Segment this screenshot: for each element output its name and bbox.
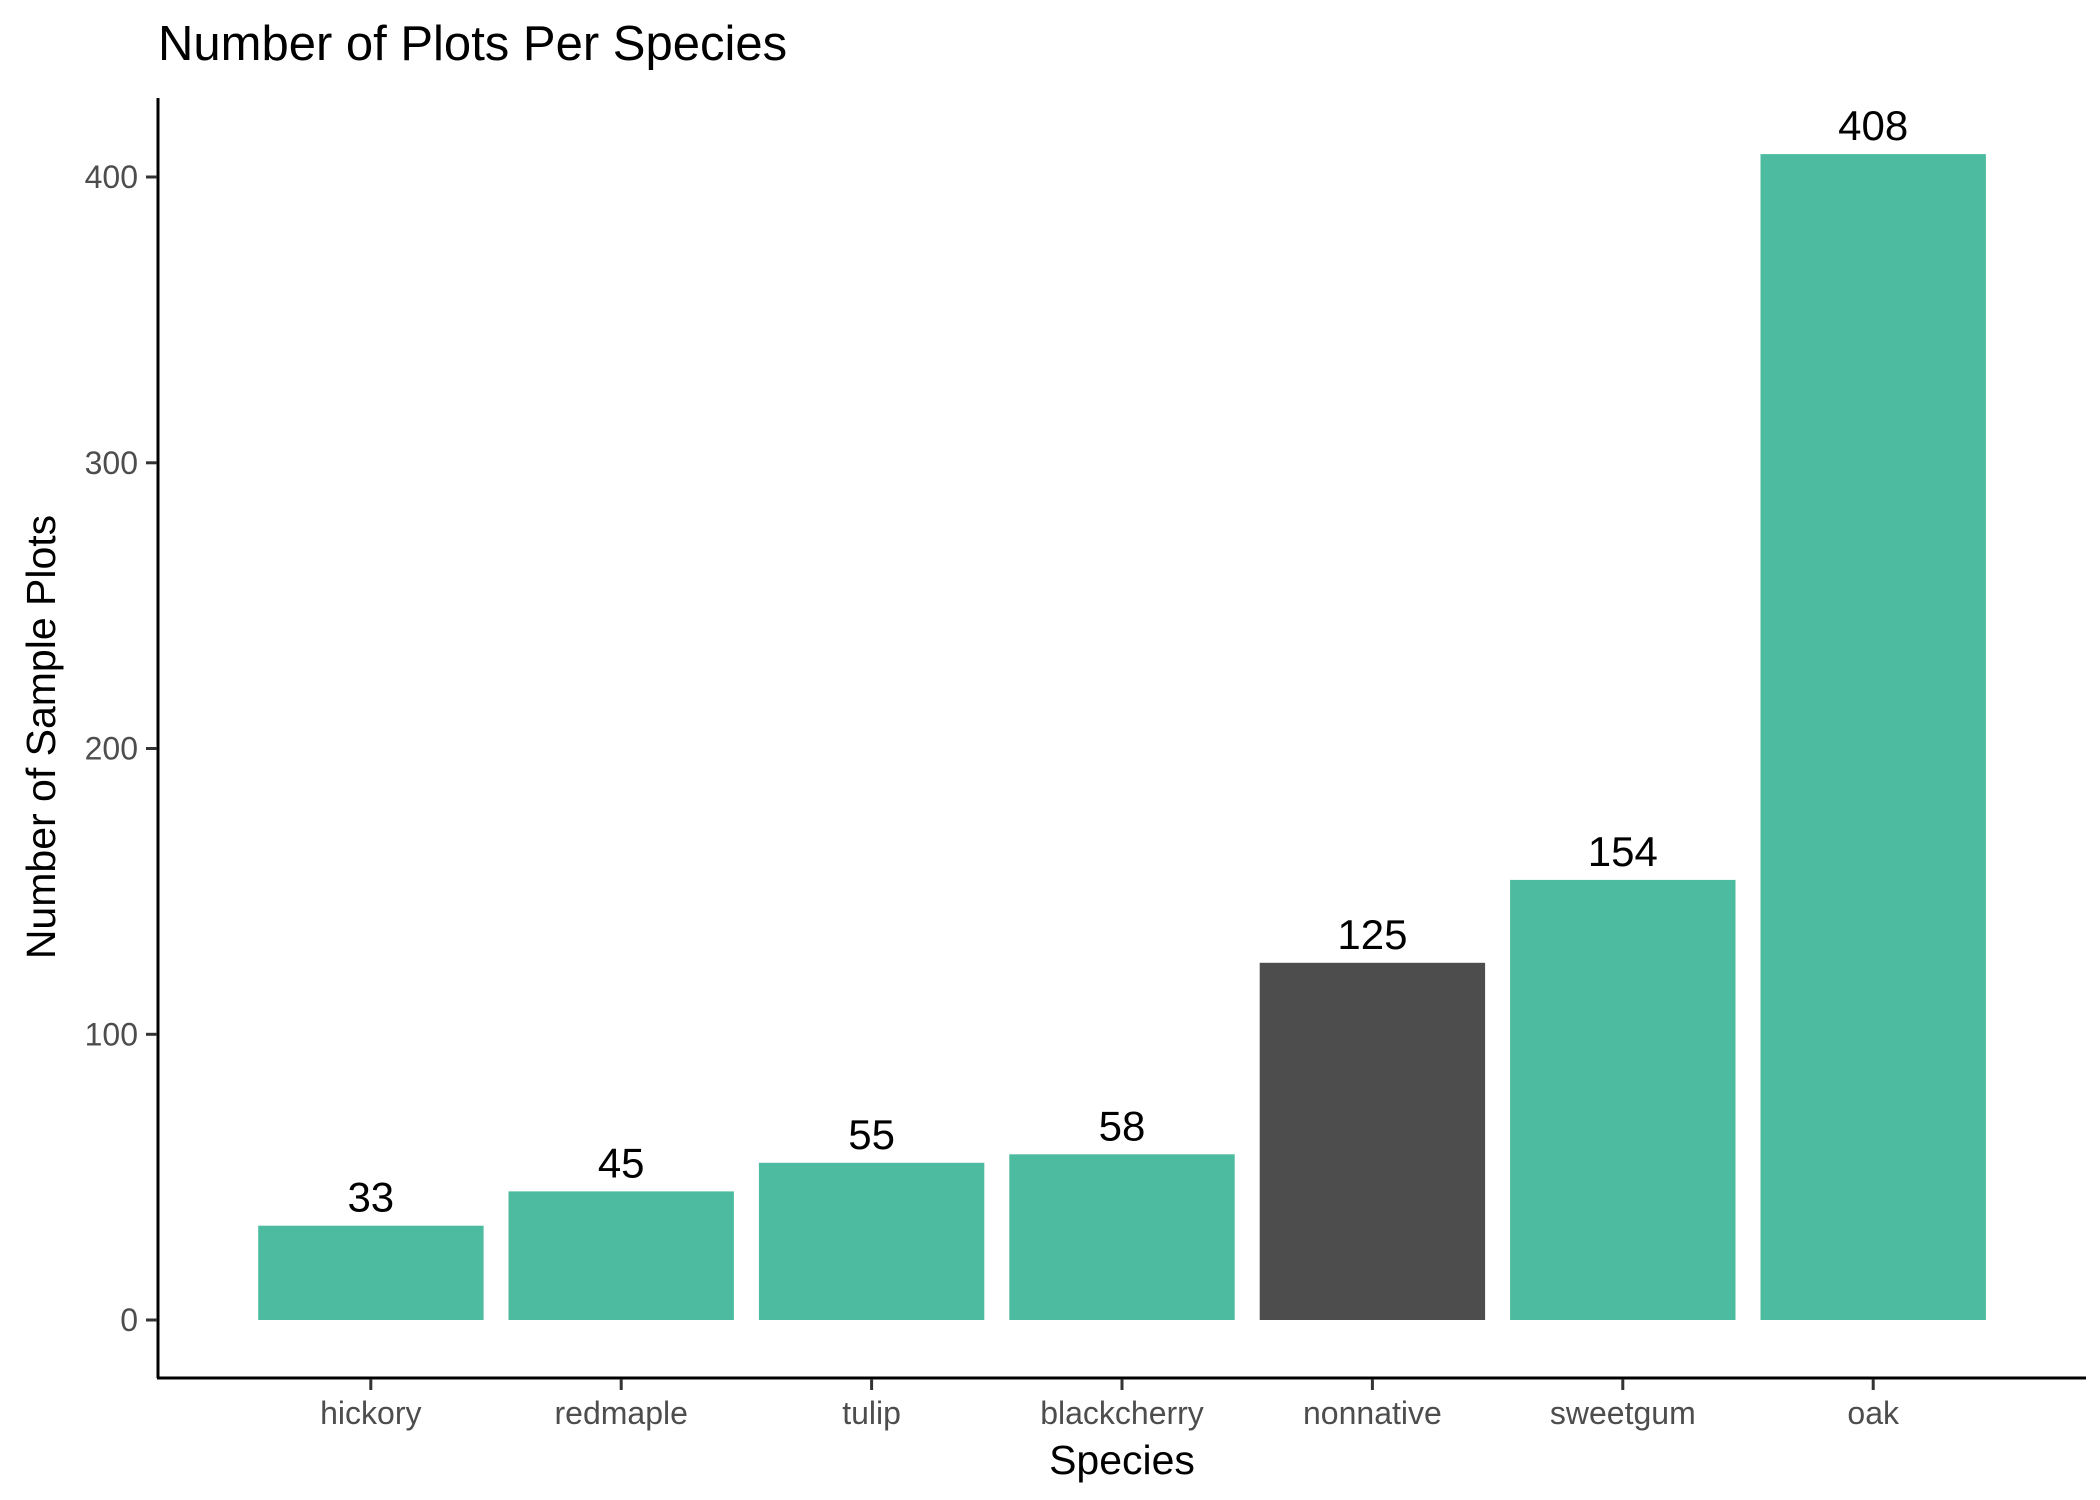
bars-group [258, 154, 1986, 1321]
y-tick-label-0: 0 [120, 1302, 138, 1338]
x-tick-label-oak: oak [1847, 1395, 1900, 1431]
bar-nonnative [1259, 962, 1486, 1320]
x-tick-label-tulip: tulip [842, 1395, 901, 1431]
x-tick-label-sweetgum: sweetgum [1550, 1395, 1696, 1431]
x-axis-title: Species [1049, 1437, 1195, 1483]
bar-sweetgum [1510, 879, 1736, 1320]
x-tick-label-nonnative: nonnative [1303, 1395, 1442, 1431]
x-ticks-group: hickory redmaple tulip blackcherry nonnative… [320, 1379, 1900, 1431]
x-tick-label-redmaple: redmaple [554, 1395, 687, 1431]
data-label-nonnative: 125 [1337, 911, 1407, 958]
y-axis-title: Number of Sample Plots [18, 515, 64, 959]
chart-title: Number of Plots Per Species [158, 17, 787, 71]
data-label-redmaple: 45 [598, 1139, 645, 1186]
bar-oak [1760, 154, 1986, 1321]
y-tick-label-400: 400 [85, 159, 138, 195]
bar-hickory [258, 1225, 484, 1320]
data-label-blackcherry: 58 [1099, 1102, 1146, 1149]
y-tick-label-300: 300 [85, 445, 138, 481]
data-labels-group: 33 45 55 58 125 154 408 [347, 102, 1908, 1221]
y-ticks-group: 0 100 200 300 400 [85, 159, 157, 1338]
data-label-oak: 408 [1838, 102, 1908, 149]
data-label-sweetgum: 154 [1588, 828, 1658, 875]
x-tick-label-blackcherry: blackcherry [1040, 1395, 1204, 1431]
bar-redmaple [508, 1191, 734, 1320]
data-label-tulip: 55 [848, 1111, 895, 1158]
y-tick-label-100: 100 [85, 1016, 138, 1052]
data-label-hickory: 33 [347, 1174, 394, 1221]
bar-tulip [758, 1162, 985, 1320]
y-tick-label-200: 200 [85, 731, 138, 767]
bar-blackcherry [1009, 1154, 1235, 1320]
x-tick-label-hickory: hickory [320, 1395, 421, 1431]
